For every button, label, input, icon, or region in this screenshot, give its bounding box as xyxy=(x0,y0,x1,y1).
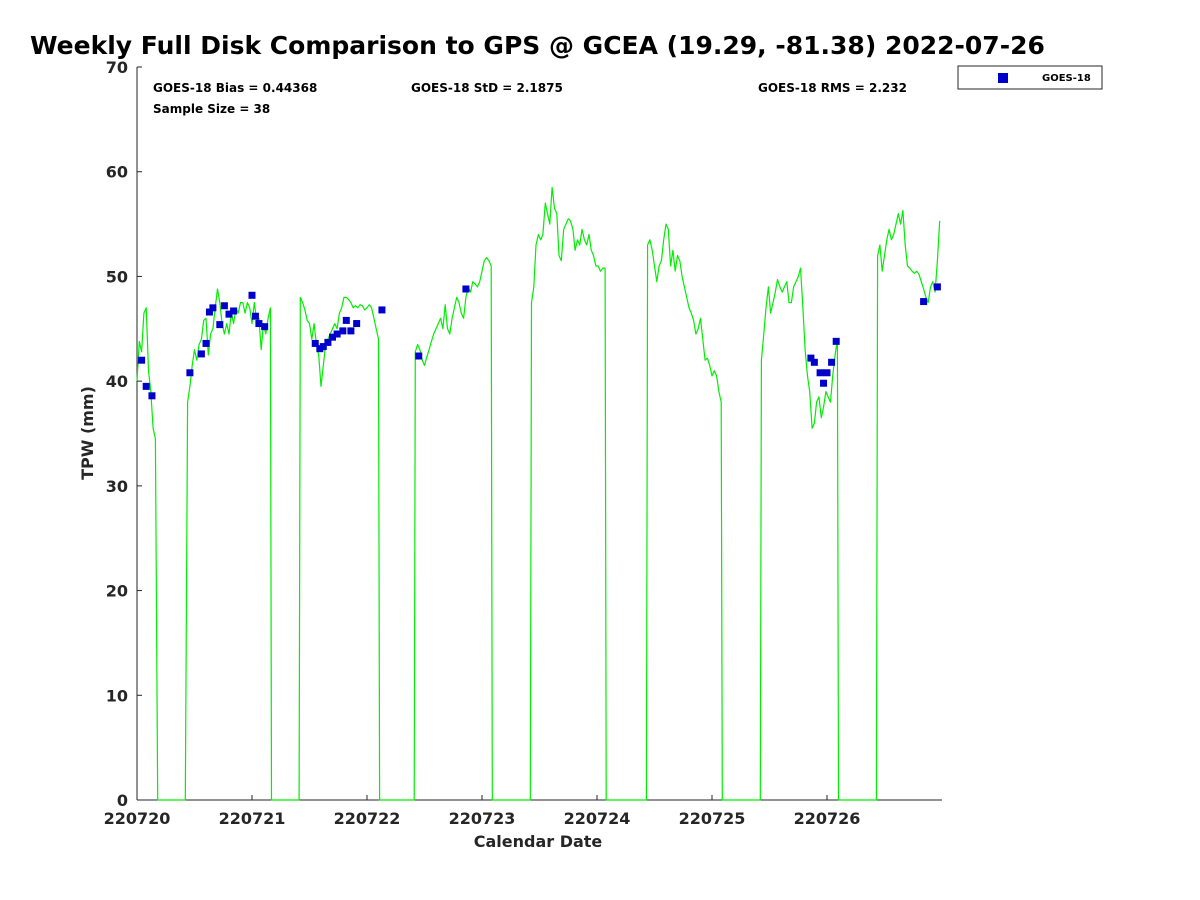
goes18-point xyxy=(378,306,386,314)
goes18-point xyxy=(933,283,941,291)
y-axis: 0 10 20 30 40 50 60 70 xyxy=(106,58,142,810)
goes18-point xyxy=(324,338,332,346)
goes18-point xyxy=(347,327,355,335)
legend-label-goes18: GOES-18 xyxy=(1042,73,1091,84)
goes18-point xyxy=(820,379,828,387)
goes18-point xyxy=(342,316,350,324)
goes18-point xyxy=(807,354,815,362)
x-tick-label: 220720 xyxy=(104,809,171,828)
goes18-point xyxy=(142,382,150,390)
y-axis-label: TPW (mm) xyxy=(78,386,97,480)
goes18-point xyxy=(209,304,217,312)
goes18-point xyxy=(329,333,336,341)
y-tick-label: 20 xyxy=(106,582,128,601)
plot-area xyxy=(136,67,942,801)
y-tick-label: 0 xyxy=(117,791,128,810)
goes18-point xyxy=(251,312,259,320)
chart-title: Weekly Full Disk Comparison to GPS @ GCE… xyxy=(30,31,1045,60)
y-tick-label: 30 xyxy=(106,477,128,496)
x-tick-label: 220724 xyxy=(564,809,631,828)
goes18-point xyxy=(205,308,213,316)
goes18-point xyxy=(186,369,194,377)
x-tick-label: 220722 xyxy=(334,809,401,828)
x-tick-label: 220721 xyxy=(219,809,286,828)
goes18-point xyxy=(248,291,256,299)
goes18-point xyxy=(828,358,836,366)
x-tick-label: 220726 xyxy=(794,809,861,828)
goes18-point xyxy=(832,337,840,345)
goes18-point xyxy=(353,320,361,328)
gps-line xyxy=(136,186,941,801)
goes18-point xyxy=(920,298,928,306)
goes18-point xyxy=(311,339,319,347)
goes18-point xyxy=(197,350,205,358)
goes18-point xyxy=(230,307,238,315)
goes18-point xyxy=(216,321,224,329)
goes18-point xyxy=(816,369,824,377)
goes18-series xyxy=(138,283,941,400)
goes18-point xyxy=(333,330,341,338)
y-tick-label: 60 xyxy=(106,163,128,182)
legend: GOES-18 xyxy=(957,65,1103,90)
y-tick-label: 10 xyxy=(106,686,128,705)
goes18-point xyxy=(339,327,347,335)
x-axis: 220720 220721 220722 220723 220724 220725 2207… xyxy=(104,795,861,828)
stat-bias: GOES-18 Bias = 0.44368 xyxy=(153,81,317,95)
goes18-point xyxy=(225,310,233,318)
stat-rms: GOES-18 RMS = 2.232 xyxy=(758,81,907,95)
goes18-point xyxy=(462,285,470,293)
y-tick-label: 70 xyxy=(106,58,128,77)
goes18-point xyxy=(415,352,423,360)
goes18-point xyxy=(810,358,818,366)
plot-background xyxy=(137,67,942,800)
goes18-point xyxy=(261,323,269,331)
goes18-point xyxy=(148,392,156,400)
x-axis-label: Calendar Date xyxy=(474,832,603,851)
goes18-point xyxy=(202,339,210,347)
stat-std: GOES-18 StD = 2.1875 xyxy=(411,81,563,95)
gps-series xyxy=(136,186,941,801)
goes18-point xyxy=(823,369,831,377)
y-tick-label: 50 xyxy=(106,267,128,286)
goes18-point xyxy=(319,343,327,351)
goes18-point xyxy=(138,356,146,364)
x-tick-label: 220723 xyxy=(449,809,516,828)
y-tick-label: 40 xyxy=(106,372,128,391)
x-tick-label: 220725 xyxy=(679,809,746,828)
goes18-point xyxy=(255,320,263,328)
goes18-point xyxy=(220,302,228,310)
stat-sample-size: Sample Size = 38 xyxy=(153,102,270,116)
legend-marker-goes18 xyxy=(998,73,1008,83)
legend-box xyxy=(957,65,1103,90)
